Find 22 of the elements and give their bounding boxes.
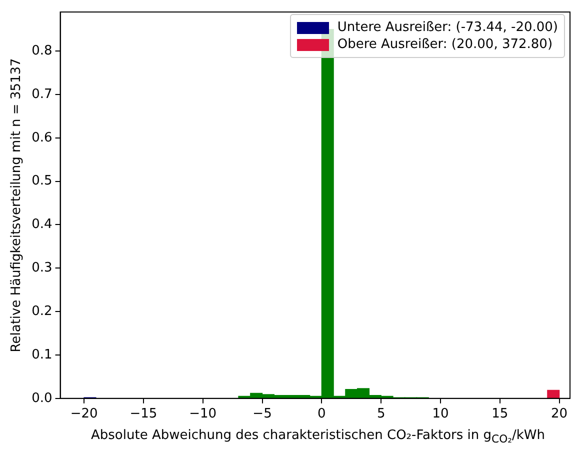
x-tick-label: 10 xyxy=(432,406,449,422)
y-tick-label: 0.7 xyxy=(32,86,52,102)
y-tick-label: 0.5 xyxy=(32,174,52,189)
y-tick-label: 0.6 xyxy=(32,130,52,146)
y-tick-label: 0.8 xyxy=(32,43,52,58)
y-tick-label: 0.3 xyxy=(32,260,52,276)
y-tick-label: 0.2 xyxy=(32,304,52,319)
legend-label: Obere Ausreißer: (20.00, 372.80) xyxy=(337,37,553,52)
x-tick-label: −15 xyxy=(130,406,158,422)
x-tick-label: −10 xyxy=(189,406,217,422)
x-tick-label: 20 xyxy=(551,406,568,422)
y-axis-title: Relative Häufigkeitsverteilung mit n = 35137 xyxy=(9,58,24,352)
x-tick-label: 15 xyxy=(492,406,508,422)
x-tick-label: 5 xyxy=(376,406,386,422)
y-tick-label: 0.1 xyxy=(32,347,52,362)
x-tick-label: −20 xyxy=(70,406,98,422)
x-tick-label: 0 xyxy=(318,406,326,422)
y-tick-label: 0.0 xyxy=(32,390,52,406)
legend-label: Untere Ausreißer: (-73.44, -20.00) xyxy=(337,20,558,35)
y-tick-label: 0.4 xyxy=(32,217,52,232)
x-tick-label: −5 xyxy=(252,406,272,422)
x-axis-title: Absolute Abweichung des charakteristischen CO₂-Faktors in g$_{CO₂}$/kWh xyxy=(90,428,546,446)
